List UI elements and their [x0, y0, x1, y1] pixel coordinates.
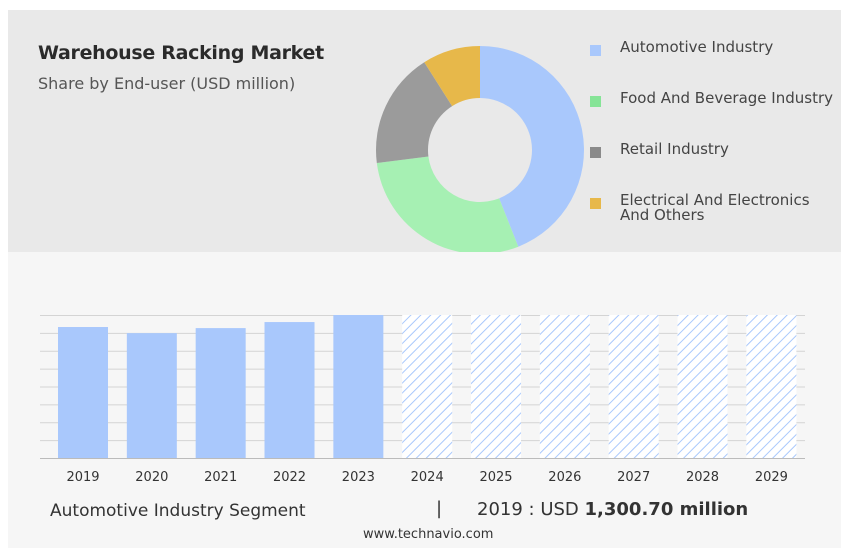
chart-subtitle: Share by End-user (USD million) [38, 74, 296, 93]
donut-slice-3 [376, 62, 453, 164]
donut-slice-1 [480, 46, 585, 247]
legend-label: Retail Industry [620, 140, 729, 158]
x-tick-label: 2024 [411, 470, 444, 485]
legend-label: Electrical And Electronics And Others [620, 191, 810, 224]
segment-value-amount: 1,300.70 million [584, 499, 749, 520]
x-tick-label: 2021 [204, 470, 237, 485]
segment-value-prefix: 2019 : USD [477, 499, 579, 520]
donut-slice-2 [376, 156, 519, 255]
x-tick-label: 2023 [342, 470, 375, 485]
x-tick-label: 2019 [66, 470, 99, 485]
bar-2029 [746, 315, 797, 458]
chart-title: Warehouse Racking Market [38, 42, 324, 64]
donut-chart [376, 46, 585, 255]
footer-separator: | [436, 498, 443, 519]
bar-2020 [126, 333, 177, 458]
legend-swatch [590, 45, 601, 56]
x-tick-label: 2022 [273, 470, 306, 485]
bar-2026 [539, 315, 590, 458]
segment-value: 2019 : USD 1,300.70 million [477, 499, 748, 520]
x-tick-label: 2028 [686, 470, 719, 485]
bar-2027 [608, 315, 659, 458]
bar-panel: 2019 2020 2021 2022 2023 2024 2025 2026 2027 2028… [8, 252, 841, 548]
legend-swatch [590, 96, 601, 107]
x-tick-label: 2029 [755, 470, 788, 485]
bar-2025 [471, 315, 522, 458]
website-link[interactable]: www.technavio.com [363, 527, 494, 542]
legend-label: Automotive Industry [620, 38, 774, 56]
bar-2019 [58, 327, 108, 458]
legend-label: Food And Beverage Industry [620, 89, 833, 107]
bar-chart: 2019 2020 2021 2022 2023 2024 2025 2026 2027 2028… [40, 315, 805, 485]
x-tick-label: 2020 [135, 470, 168, 485]
donut-slice-4 [424, 46, 480, 107]
bar-2021 [195, 328, 246, 458]
legend-swatch [590, 198, 601, 209]
legend-swatch [590, 147, 601, 158]
segment-label: Automotive Industry Segment [50, 501, 306, 521]
bar-2024 [402, 315, 453, 458]
chart-frame: Warehouse Racking Market Share by End-us… [8, 10, 841, 548]
x-tick-label: 2027 [617, 470, 650, 485]
bar-2022 [264, 322, 315, 458]
bar-2028 [677, 315, 728, 458]
bar-2023 [333, 315, 384, 458]
x-tick-label: 2025 [479, 470, 512, 485]
x-tick-label: 2026 [548, 470, 581, 485]
donut-panel: Warehouse Racking Market Share by End-us… [8, 10, 841, 255]
